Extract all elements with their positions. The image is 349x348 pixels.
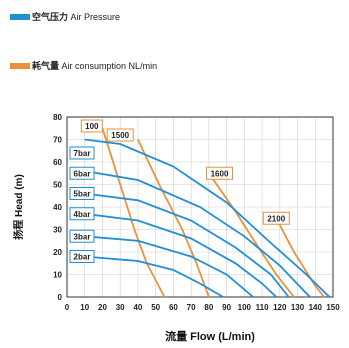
consumption-label-2100: 2100 (267, 214, 285, 223)
y-tick-label: 70 (53, 136, 62, 145)
pressure-label-box (69, 187, 95, 200)
pressure-line-6bar (84, 170, 311, 298)
plot-frame (66, 116, 334, 298)
y-tick-label: 50 (53, 181, 62, 190)
pressure-label-4bar: 4bar (74, 210, 91, 219)
pressure-label-box (69, 146, 95, 160)
consumption-line-2100 (275, 217, 325, 298)
pressure-label-box (69, 229, 95, 243)
legend-label-cn-air-consumption: 耗气量 (32, 61, 60, 71)
y-tick-label: 80 (53, 113, 62, 122)
consumption-label-1600: 1600 (211, 169, 229, 178)
pressure-line-4bar (84, 212, 277, 298)
legend-label-en-air-consumption: Air consumption NL/min (61, 61, 158, 71)
legend-swatch-air-consumption (10, 62, 30, 69)
consumption-label-box (80, 119, 103, 133)
x-tick-label: 60 (169, 303, 178, 312)
pressure-label-7bar: 7bar (74, 149, 91, 158)
pressure-label-6bar: 6bar (74, 169, 91, 178)
x-tick-label: 70 (187, 303, 196, 312)
pressure-line-3bar (84, 235, 254, 298)
y-tick-label: 10 (53, 271, 62, 280)
pressure-label-box (69, 207, 95, 221)
consumption-label-1500: 1500 (111, 131, 129, 140)
legend-label-en-air-pressure: Air Pressure (70, 12, 121, 22)
x-tick-label: 40 (133, 303, 142, 312)
consumption-line-1500 (137, 139, 210, 298)
pressure-line-2bar (84, 255, 224, 298)
pressure-label-box (69, 250, 95, 263)
y-tick-label: 20 (53, 248, 62, 257)
x-tick-label: 150 (326, 303, 340, 312)
x-tick-label: 80 (204, 303, 213, 312)
x-tick-label: 0 (65, 303, 70, 312)
legend-label-cn-air-pressure: 空气压力 (32, 12, 69, 22)
x-tick-label: 100 (238, 303, 252, 312)
y-tick-label: 40 (53, 203, 62, 212)
legend-swatch-air-pressure (10, 13, 30, 20)
pressure-label-box (69, 166, 95, 180)
y-tick-label: 30 (53, 226, 62, 235)
x-axis-title: 流量 Flow (L/min) (165, 329, 255, 343)
x-tick-label: 20 (98, 303, 107, 312)
consumption-label-box (106, 128, 134, 142)
legend-item-air-consumption: 耗气量 Air consumption NL/min (10, 59, 157, 72)
x-tick-label: 140 (309, 303, 323, 312)
pressure-line-7bar (84, 138, 331, 298)
consumption-label-100: 100 (85, 122, 99, 131)
consumption-label-box (206, 166, 234, 180)
x-tick-label: 30 (116, 303, 125, 312)
legend-item-air-pressure: 空气压力 Air Pressure (10, 10, 120, 23)
pressure-label-2bar: 2bar (74, 253, 91, 262)
pressure-line-5bar (84, 192, 290, 298)
consumption-label-box (262, 211, 290, 225)
y-tick-label: 60 (53, 158, 62, 167)
pressure-label-3bar: 3bar (74, 232, 91, 241)
x-tick-label: 50 (151, 303, 160, 312)
x-tick-label: 120 (273, 303, 287, 312)
x-tick-label: 130 (291, 303, 305, 312)
consumption-line-1600 (208, 172, 295, 298)
x-tick-label: 90 (222, 303, 231, 312)
x-tick-label: 10 (80, 303, 89, 312)
y-axis-title: 扬程 Head (m) (12, 174, 25, 240)
pressure-label-5bar: 5bar (74, 190, 91, 199)
y-tick-label: 0 (58, 293, 63, 302)
consumption-line-100 (101, 128, 166, 298)
x-tick-label: 110 (256, 303, 269, 312)
